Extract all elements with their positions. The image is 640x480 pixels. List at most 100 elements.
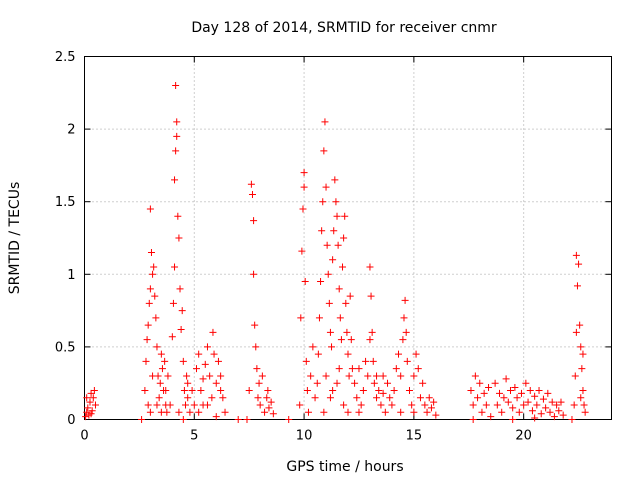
data-point xyxy=(203,343,211,351)
data-point xyxy=(580,401,588,409)
data-point xyxy=(166,401,174,409)
data-point xyxy=(535,386,543,394)
data-point xyxy=(577,343,585,351)
data-point xyxy=(526,386,534,394)
data-point xyxy=(513,394,521,402)
data-point xyxy=(158,365,166,373)
y-tick-label: 1 xyxy=(67,268,75,283)
data-point xyxy=(469,401,477,409)
data-point xyxy=(197,386,205,394)
data-point xyxy=(264,386,272,394)
data-point xyxy=(336,314,344,322)
data-point xyxy=(410,372,418,380)
data-point xyxy=(168,333,176,341)
data-point xyxy=(386,394,394,402)
data-points xyxy=(82,82,589,423)
data-point xyxy=(423,408,431,416)
data-point xyxy=(263,394,271,402)
data-point xyxy=(206,372,214,380)
data-point xyxy=(517,389,525,397)
data-point xyxy=(379,372,387,380)
data-point xyxy=(397,408,405,416)
data-point xyxy=(250,217,258,225)
data-point xyxy=(258,372,266,380)
data-point xyxy=(169,299,177,307)
data-point xyxy=(366,263,374,271)
data-point xyxy=(302,357,310,365)
data-point xyxy=(531,414,539,422)
data-point xyxy=(334,241,342,249)
data-point xyxy=(377,401,385,409)
data-point xyxy=(319,198,327,206)
data-point xyxy=(572,328,580,336)
data-point xyxy=(390,386,398,394)
data-point xyxy=(381,408,389,416)
data-point xyxy=(261,408,269,416)
data-point xyxy=(353,394,361,402)
data-point xyxy=(568,416,576,423)
data-point xyxy=(341,212,349,220)
data-point xyxy=(491,379,499,387)
data-point xyxy=(367,292,375,300)
data-point xyxy=(87,410,95,418)
data-point xyxy=(427,404,435,412)
data-point xyxy=(83,394,91,402)
data-point xyxy=(320,408,328,416)
data-point xyxy=(212,379,220,387)
data-point xyxy=(369,357,377,365)
data-point xyxy=(174,212,182,220)
y-tick-label: 0 xyxy=(67,413,75,428)
data-point xyxy=(267,398,275,406)
data-point xyxy=(243,416,251,423)
plot-frame xyxy=(84,56,612,420)
data-point xyxy=(142,357,150,365)
data-point xyxy=(209,328,217,336)
data-point xyxy=(345,372,353,380)
data-point xyxy=(395,350,403,358)
data-point xyxy=(314,350,322,358)
data-point xyxy=(320,147,328,155)
data-point xyxy=(430,398,438,406)
data-point xyxy=(487,413,495,421)
data-point xyxy=(184,379,192,387)
data-point xyxy=(253,365,261,373)
data-point xyxy=(157,408,165,416)
data-point xyxy=(425,394,433,402)
data-point xyxy=(329,386,337,394)
data-point xyxy=(544,389,552,397)
data-point xyxy=(318,227,326,235)
data-point xyxy=(412,350,420,358)
data-point xyxy=(555,407,563,415)
data-point xyxy=(355,365,363,373)
data-point xyxy=(325,299,333,307)
data-point xyxy=(337,336,345,344)
data-point xyxy=(359,386,367,394)
data-point xyxy=(379,389,387,397)
data-point xyxy=(89,394,97,402)
data-point xyxy=(300,169,308,177)
data-point xyxy=(201,360,209,368)
data-point xyxy=(190,401,198,409)
data-point xyxy=(384,379,392,387)
y-tick-label: 0.5 xyxy=(55,340,76,355)
data-point xyxy=(388,401,396,409)
data-point xyxy=(149,372,157,380)
data-point xyxy=(570,401,578,409)
data-point xyxy=(88,407,96,415)
data-point xyxy=(506,386,514,394)
data-point xyxy=(410,408,418,416)
data-point xyxy=(340,401,348,409)
data-point xyxy=(176,285,184,293)
data-point xyxy=(546,408,554,416)
data-point xyxy=(221,408,229,416)
data-point xyxy=(285,416,293,423)
data-point xyxy=(153,343,161,351)
data-point xyxy=(414,365,422,373)
data-point xyxy=(164,372,172,380)
y-tick-label: 1.5 xyxy=(55,195,76,210)
data-point xyxy=(203,401,211,409)
data-point xyxy=(328,343,336,351)
data-point xyxy=(340,234,348,242)
data-point xyxy=(146,205,154,213)
